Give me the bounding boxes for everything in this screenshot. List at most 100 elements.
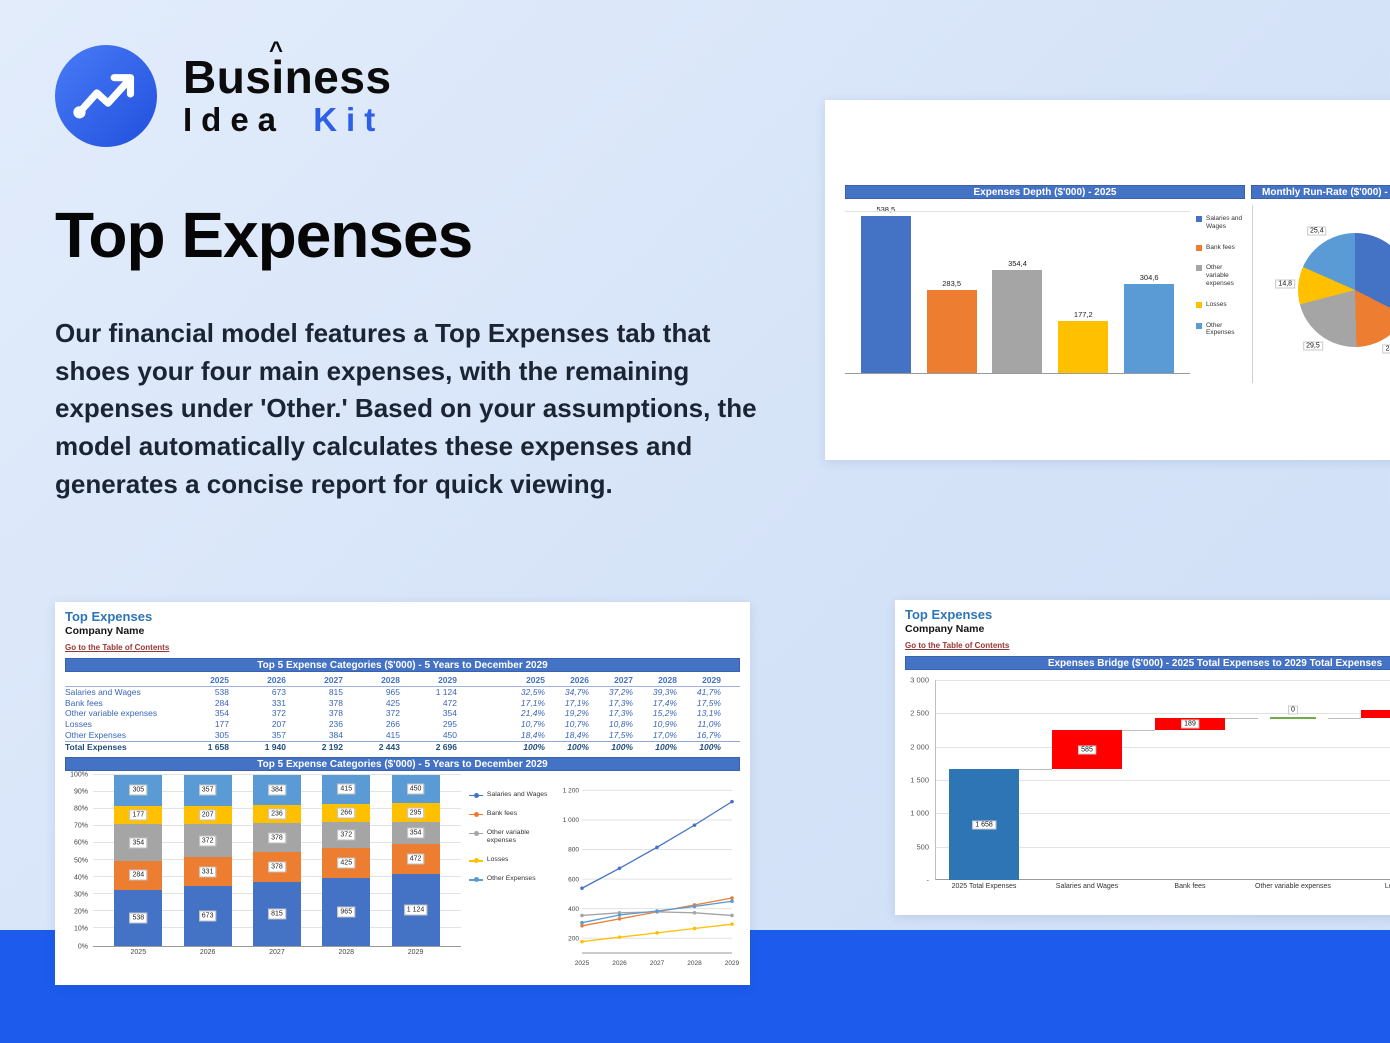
- svg-text:200: 200: [568, 935, 579, 942]
- x-axis-category-label: 2025 Total Expenses: [951, 883, 1017, 890]
- waterfall-x-axis: 2025 Total Expenses Salaries and Wages Ban…: [935, 883, 1390, 897]
- legend-line-marker-icon: [468, 857, 483, 864]
- page-description: Our financial model features a Top Expen…: [55, 318, 757, 499]
- expenses-depth-screenshot-card: Expenses Depth ($'000) - 2025 Monthly Ru…: [825, 100, 1390, 460]
- pie-slice-label: 25,4: [1307, 226, 1327, 236]
- y-axis-tick-label: 100%: [70, 771, 88, 779]
- value-cell: 2 443: [378, 741, 400, 752]
- y-axis-tick-label: 80%: [73, 805, 88, 813]
- waterfall-connector: [1225, 717, 1258, 719]
- stack-segment: 266: [322, 803, 371, 823]
- stack-segment: 815: [252, 881, 301, 946]
- waterfall-value-label: 1 658: [972, 820, 996, 830]
- bar-column: 354,4: [992, 259, 1043, 373]
- top5-expense-screenshot-card: Top Expenses Company Name Go to the Tabl…: [55, 602, 750, 985]
- segment-value-label: 207: [198, 809, 217, 821]
- bar-value-label: 177,2: [1073, 310, 1093, 319]
- segment-value-label: 378: [268, 861, 286, 873]
- expenses-bridge-screenshot-card: Top Expenses Company Name Go to the Tabl…: [895, 600, 1390, 915]
- legend-label: Salaries and Wages: [486, 790, 548, 798]
- brand-name-idea: Idea: [183, 101, 286, 139]
- y-axis-tick-label: 10%: [73, 925, 88, 933]
- value-cell: 2 696: [435, 741, 457, 752]
- row-label: Total Expenses: [65, 741, 127, 752]
- value-cell: 378: [328, 708, 343, 719]
- stack-segment: 177: [114, 806, 163, 825]
- monthly-runrate-chart-title: Monthly Run-Rate ($'000) - 2025: [1251, 185, 1390, 199]
- bar-value-label: 304,6: [1139, 273, 1159, 282]
- value-cell: 372: [271, 708, 286, 719]
- gridline: [936, 813, 1390, 815]
- value-cell: 415: [385, 729, 400, 740]
- x-axis-category-label: 2028: [338, 948, 355, 956]
- bar: [992, 270, 1043, 373]
- value-cell: 673: [271, 686, 286, 697]
- y-axis-tick-label: 2 000: [910, 742, 929, 752]
- brand-name-kit: Kit: [313, 101, 385, 139]
- stacked-chart-y-axis: 100% 90% 80% 70% 60% 50% 40% 30% 20% 10% 0%: [65, 771, 93, 950]
- gridline: [936, 846, 1390, 848]
- value-cell: 384: [328, 729, 343, 740]
- x-axis-category-label: 2026: [199, 948, 216, 956]
- value-cell: 354: [442, 708, 457, 719]
- table-of-contents-link[interactable]: Go to the Table of Contents: [905, 641, 1010, 650]
- legend-item: Bank fees: [1196, 244, 1244, 252]
- monthly-runrate-section: 23,7 29,5 14,8 25,4: [1252, 205, 1390, 383]
- table-year-header: 2025 2026 2027 2028 2029 2025 2026 2027 2028 2029: [65, 675, 740, 687]
- y-axis-tick-label: 20%: [73, 908, 88, 916]
- value-cell: 1 940: [264, 741, 286, 752]
- segment-value-label: 236: [268, 808, 286, 820]
- stack-segment: 384: [252, 774, 301, 805]
- stacked-column: 1 124 472 354 295 450: [391, 774, 440, 946]
- stack-segment: 354: [391, 821, 440, 845]
- stack-segment: 472: [391, 844, 440, 875]
- x-axis-category-label: 2025: [130, 948, 147, 956]
- percent-cell: 17,4%: [652, 697, 677, 708]
- segment-value-label: 372: [198, 835, 217, 847]
- value-cell: 284: [214, 697, 229, 708]
- waterfall-connector: [1019, 769, 1052, 771]
- brand-name: Business: [183, 38, 392, 101]
- spacer: [465, 698, 509, 709]
- segment-value-label: 425: [337, 857, 356, 869]
- stack-segment: 450: [391, 774, 440, 804]
- logo-icon: [55, 45, 157, 147]
- percent-cell: 19,2%: [564, 708, 589, 719]
- percent-cell: 17,5%: [696, 697, 721, 708]
- page-title: Top Expenses: [55, 199, 473, 271]
- table-of-contents-link[interactable]: Go to the Table of Contents: [65, 643, 170, 652]
- stacked-column: 673 331 372 207 357: [183, 774, 232, 946]
- segment-value-label: 1 124: [403, 904, 428, 916]
- expenses-bridge-chart-title: Expenses Bridge ($'000) - 2025 Total Exp…: [905, 656, 1390, 670]
- table-row: Salaries and Wages 538 673 815 965 1 124 32,5%…: [65, 687, 740, 698]
- x-axis-category-label: Other variable expenses: [1255, 883, 1331, 890]
- bar: [860, 216, 911, 373]
- legend-line-marker-icon: [468, 792, 483, 799]
- waterfall-connector: [1328, 717, 1361, 719]
- bar-column: 538,5: [860, 205, 911, 373]
- stack-segment: 207: [183, 806, 232, 825]
- spacer: [465, 708, 509, 719]
- stacked-chart-plot: 538 284 354 177 305 673 331 372 207 357 815 378 378 2…: [93, 773, 461, 947]
- year-cell: 2025: [526, 675, 545, 685]
- bar: [1058, 321, 1109, 373]
- segment-value-label: 357: [198, 784, 217, 796]
- table-row: Other variable expenses 354 372 378 372 354 21…: [65, 708, 740, 719]
- percent-cell: 17,3%: [608, 708, 633, 719]
- percent-cell: 15,2%: [652, 708, 677, 719]
- legend-item: Other variable expenses: [1196, 264, 1244, 287]
- svg-text:600: 600: [568, 876, 579, 883]
- waterfall-y-axis: 3 000 2 500 2 000 1 500 1 000 500 -: [905, 676, 935, 885]
- stack-segment: 354: [114, 824, 163, 861]
- segment-value-label: 815: [268, 908, 286, 920]
- value-cell: 472: [442, 697, 457, 708]
- legend-item: Bank fees: [468, 810, 552, 818]
- svg-text:2028: 2028: [687, 960, 702, 967]
- expenses-depth-chart-title: Expenses Depth ($'000) - 2025: [845, 185, 1245, 199]
- segment-value-label: 354: [406, 827, 425, 839]
- legend-label: Losses: [1206, 300, 1227, 308]
- value-cell: 2 192: [321, 741, 343, 752]
- value-cell: 207: [271, 719, 286, 730]
- value-cell: 372: [385, 708, 400, 719]
- value-cell: 331: [271, 697, 286, 708]
